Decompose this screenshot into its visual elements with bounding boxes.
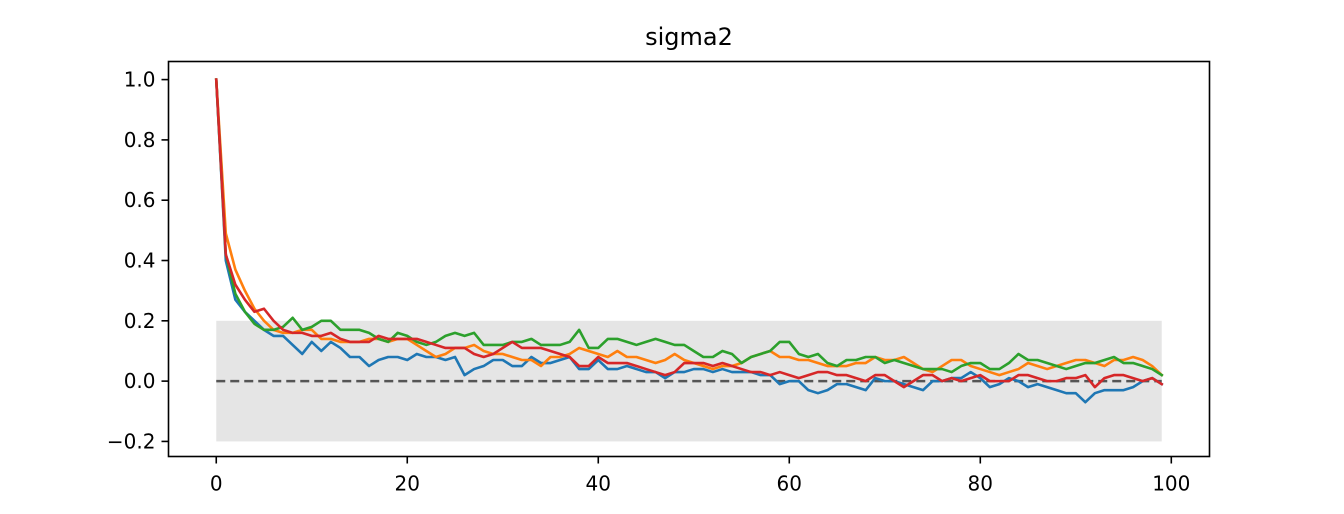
x-tick-label: 60 — [777, 472, 802, 496]
y-tick-label: 0.8 — [124, 128, 156, 152]
y-tick-label: 0.0 — [124, 369, 156, 393]
series-line-3 — [214, 78, 1164, 377]
y-axis: −0.2 0.0 0.2 0.4 0.6 0.8 1.0 — [107, 68, 169, 453]
chart-title: sigma2 — [645, 23, 733, 51]
y-tick-label: 1.0 — [124, 68, 156, 92]
plot-frame — [167, 60, 1211, 458]
x-tick-label: 40 — [586, 472, 611, 496]
plot-area — [214, 78, 1164, 442]
y-tick-label: −0.2 — [107, 429, 156, 453]
x-axis: 0 20 40 60 80 100 — [210, 456, 1190, 496]
x-tick-label: 0 — [210, 472, 223, 496]
y-tick-label: 0.4 — [124, 249, 156, 273]
x-tick-label: 100 — [1152, 472, 1190, 496]
x-tick-label: 80 — [968, 472, 993, 496]
x-tick-label: 20 — [395, 472, 420, 496]
series-line-4 — [214, 78, 1164, 389]
y-tick-label: 0.6 — [124, 188, 156, 212]
y-tick-label: 0.2 — [124, 309, 156, 333]
